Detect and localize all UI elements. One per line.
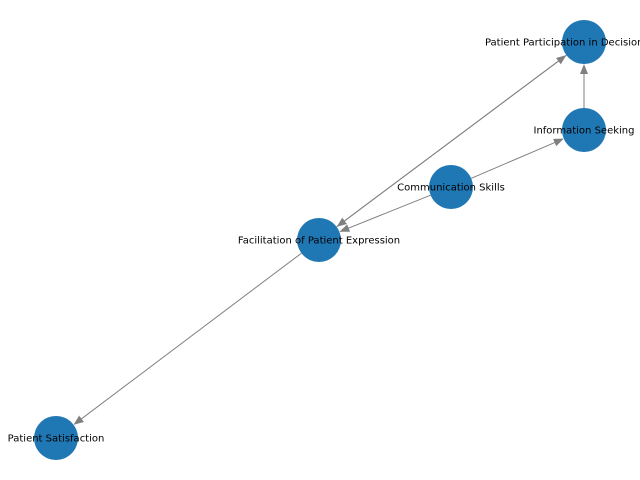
node-label-participation: Patient Participation in Decision-Making xyxy=(485,38,640,49)
node-satis xyxy=(34,416,78,460)
labels-layer: Patient Participation in Decision-Making… xyxy=(8,38,640,445)
node-participation xyxy=(562,20,606,64)
node-facil xyxy=(297,218,341,262)
node-label-facil: Facilitation of Patient Expression xyxy=(238,236,400,247)
node-label-satis: Patient Satisfaction xyxy=(8,434,105,445)
nodes-layer xyxy=(34,20,606,460)
node-info xyxy=(562,108,606,152)
node-comm xyxy=(429,165,473,209)
edge-comm-to-facil xyxy=(339,194,431,232)
edge-facil-to-satis xyxy=(73,252,302,425)
edges-layer xyxy=(73,54,588,425)
edge-participation-to-facil xyxy=(336,54,567,227)
edge-comm-to-info xyxy=(471,138,564,179)
node-label-info: Information Seeking xyxy=(534,126,635,137)
node-label-comm: Communication Skills xyxy=(397,183,505,194)
